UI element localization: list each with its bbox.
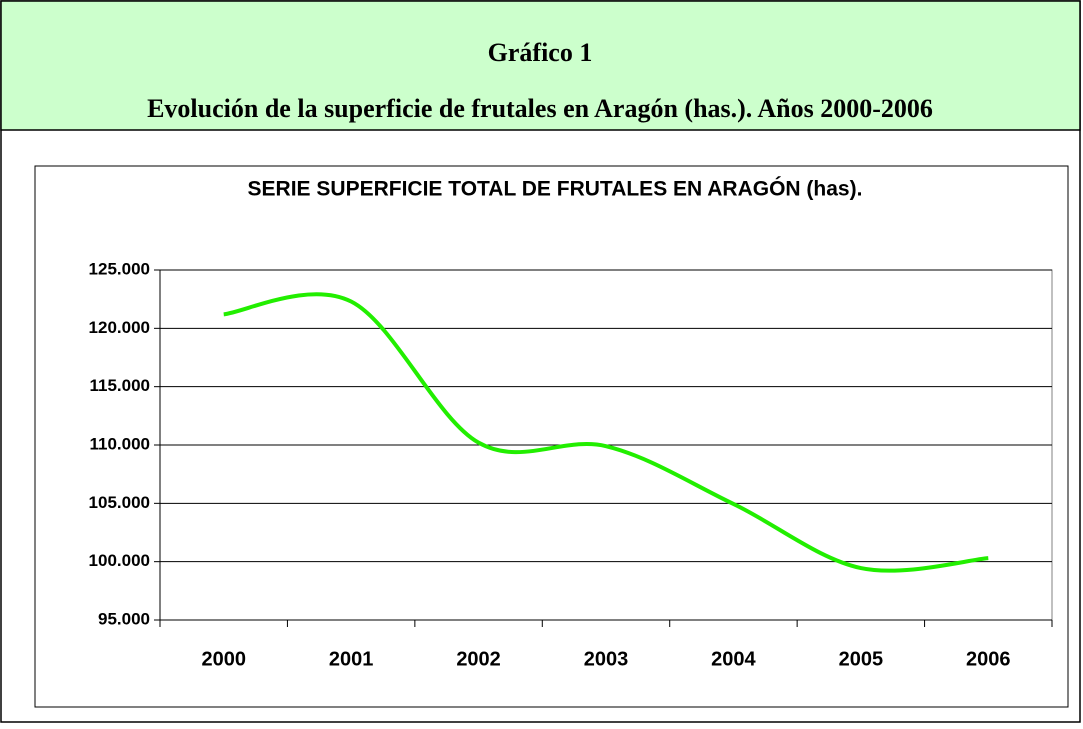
x-tick-label: 2002 (456, 648, 501, 670)
series-line (223, 292, 989, 573)
header-band (0, 0, 1081, 131)
x-tick-label: 2005 (839, 648, 884, 670)
y-tick-label: 105.000 (89, 493, 150, 512)
y-tick-label: 110.000 (89, 434, 150, 453)
y-tick-label: 100.000 (89, 551, 150, 570)
x-tick-label: 2003 (584, 648, 629, 670)
y-tick-label: 120.000 (89, 318, 150, 337)
x-tick-label: 2006 (966, 648, 1011, 670)
y-tick-label: 115.000 (89, 376, 150, 395)
x-tick-label: 2004 (711, 648, 756, 670)
chart-title: SERIE SUPERFICIE TOTAL DE FRUTALES EN AR… (248, 177, 863, 201)
header-subtitle: Evolución de la superficie de frutales e… (147, 94, 933, 123)
header-title: Gráfico 1 (488, 38, 593, 67)
y-tick-label: 95.000 (98, 609, 150, 628)
y-tick-label: 125.000 (89, 259, 150, 278)
x-tick-label: 2000 (201, 648, 246, 670)
x-tick-label: 2001 (329, 648, 374, 670)
